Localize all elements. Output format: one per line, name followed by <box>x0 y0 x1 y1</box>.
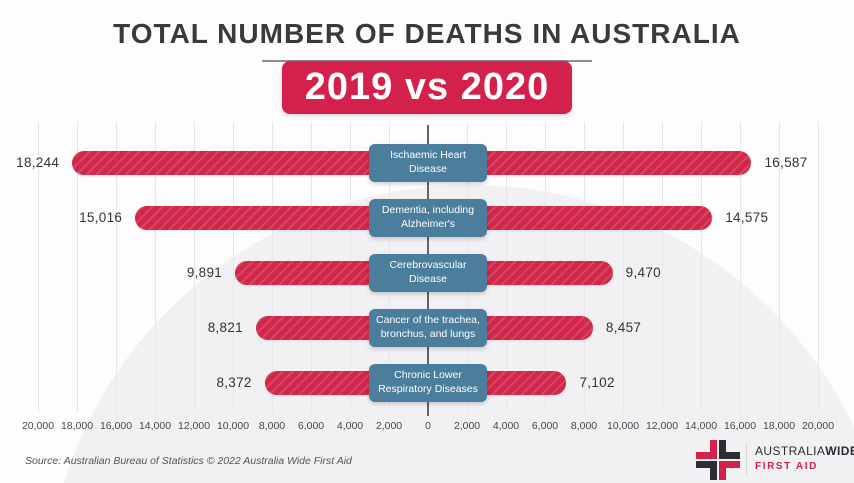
category-label-box: Chronic Lower Respiratory Diseases <box>369 364 487 402</box>
gridline <box>233 122 234 412</box>
gridline <box>818 122 819 412</box>
axis-tick-label: 12,000 <box>177 420 211 432</box>
category-label-box: Cancer of the trachea, bronchus, and lun… <box>369 309 487 347</box>
gridline <box>116 122 117 412</box>
gridline <box>194 122 195 412</box>
year-banner: 2019 vs 2020 <box>282 61 572 114</box>
logo-text: AUSTRALIAWIDE FIRST AID <box>755 444 854 472</box>
logo-divider <box>746 443 747 475</box>
axis-tick-label: 8,000 <box>570 420 598 432</box>
cross-quadrant-top-left <box>696 440 717 459</box>
cross-quadrant-top-right <box>719 440 740 459</box>
axis-tick-label: 6,000 <box>297 420 325 432</box>
cross-quadrant-bottom-right <box>719 461 740 480</box>
value-label-2019: 15,016 <box>79 210 123 225</box>
value-label-2020: 16,587 <box>764 155 808 170</box>
logo-subtitle: FIRST AID <box>755 461 818 472</box>
gridline <box>740 122 741 412</box>
page-title: TOTAL NUMBER OF DEATHS IN AUSTRALIA <box>113 18 741 49</box>
axis-tick-label: 4,000 <box>336 420 364 432</box>
source-attribution: Source: Australian Bureau of Statistics … <box>25 455 352 467</box>
value-label-2019: 8,821 <box>207 320 243 335</box>
gridline <box>779 122 780 412</box>
value-label-2020: 8,457 <box>605 320 642 335</box>
axis-tick-label: 16,000 <box>99 420 133 432</box>
first-aid-cross-icon <box>696 440 740 480</box>
axis-tick-label: 20,000 <box>801 420 835 432</box>
category-label-box: Dementia, including Alzheimer's <box>369 199 487 237</box>
year-banner-label: 2019 vs 2020 <box>304 66 550 108</box>
value-label-2020: 14,575 <box>725 210 769 225</box>
gridline <box>701 122 702 412</box>
axis-tick-label: 8,000 <box>258 420 286 432</box>
cross-quadrant-bottom-left <box>696 461 717 480</box>
gridline <box>38 122 39 412</box>
axis-tick-label: 2,000 <box>375 420 403 432</box>
bar-2019 <box>72 151 428 175</box>
value-label-2019: 9,891 <box>186 265 223 280</box>
logo-name-bold: WIDE <box>825 444 854 458</box>
gridline <box>623 122 624 412</box>
axis-tick-label: 18,000 <box>762 420 796 432</box>
axis-tick-label: 2,000 <box>453 420 481 432</box>
axis-tick-label: 18,000 <box>60 420 94 432</box>
axis-tick-label: 20,000 <box>21 420 55 432</box>
logo-name-regular: AUSTRALIA <box>755 444 826 458</box>
category-label-box: Cerebrovascular Disease <box>369 254 487 292</box>
axis-tick-label: 4,000 <box>492 420 520 432</box>
axis-tick-label: 16,000 <box>723 420 757 432</box>
axis-tick-label: 10,000 <box>606 420 640 432</box>
axis-tick-label: 12,000 <box>645 420 679 432</box>
axis-tick-label: 6,000 <box>531 420 559 432</box>
value-label-2019: 18,244 <box>16 155 60 170</box>
logo-name: AUSTRALIAWIDE <box>755 444 854 458</box>
value-label-2019: 8,372 <box>216 375 252 390</box>
gridline <box>77 122 78 412</box>
axis-tick-label: 10,000 <box>216 420 250 432</box>
value-label-2020: 9,470 <box>625 265 661 280</box>
category-label-box: Ischaemic Heart Disease <box>369 144 487 182</box>
value-label-2020: 7,102 <box>579 375 615 390</box>
axis-tick-label: 14,000 <box>138 420 172 432</box>
axis-tick-label: 14,000 <box>684 420 718 432</box>
axis-tick-label: 0 <box>425 420 431 432</box>
gridline <box>155 122 156 412</box>
brand-logo: AUSTRALIAWIDE FIRST AID <box>696 439 854 481</box>
gridline <box>662 122 663 412</box>
